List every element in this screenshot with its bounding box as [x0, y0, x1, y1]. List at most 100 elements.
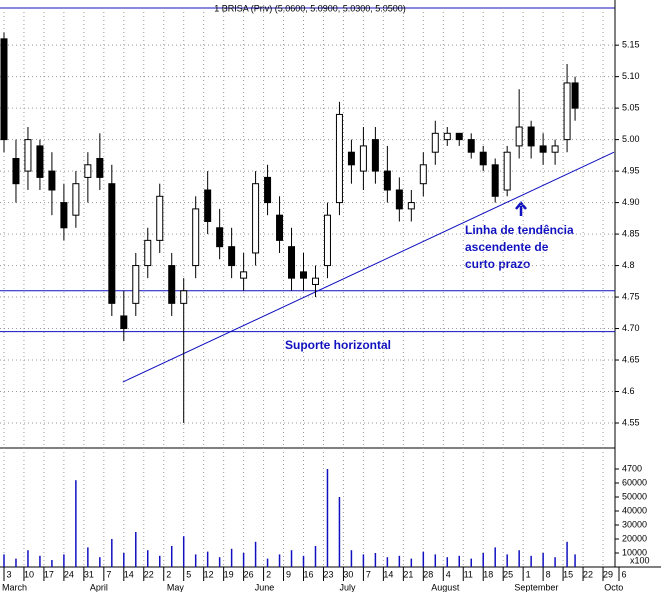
y-tick-label: 4.90 [622, 197, 640, 207]
x-tick-label: 16 [303, 569, 313, 579]
candle-body [264, 176, 272, 204]
y-tick-label: 4.55 [622, 417, 640, 427]
candle-body [571, 82, 579, 109]
volume-tick-label: 4700 [622, 463, 642, 473]
candle-body [192, 208, 200, 267]
candle-body [48, 170, 56, 191]
x-tick-label: 18 [483, 569, 493, 579]
candle-body [491, 164, 499, 197]
x-tick-label: 5 [186, 569, 191, 579]
month-label: September [514, 582, 558, 592]
candle-body [335, 113, 343, 204]
candle-body [311, 277, 319, 285]
candle-body [204, 189, 212, 222]
month-label: Octo [604, 582, 623, 592]
x-tick-label: 3 [6, 569, 11, 579]
x-tick-label: 22 [583, 569, 593, 579]
candle-body [168, 265, 176, 304]
trend-line [122, 151, 615, 383]
candle-body [347, 151, 355, 166]
annotation: ascendente de [465, 240, 549, 254]
y-tick-label: 4.95 [622, 165, 640, 175]
x-tick-label: 8 [546, 569, 551, 579]
candle-body [539, 145, 547, 153]
candle-body [144, 239, 152, 267]
candle-body [24, 139, 32, 172]
candle-body [72, 183, 80, 216]
volume-tick-label: 50000 [622, 491, 647, 501]
annotation: Suporte horizontal [285, 338, 391, 352]
x-tick-label: 28 [423, 569, 433, 579]
x-tick-label: 31 [84, 569, 94, 579]
candle-body [443, 132, 451, 141]
candle-body [120, 315, 128, 330]
month-label: May [167, 582, 185, 592]
candle-body [563, 82, 571, 141]
x-tick-label: 29 [603, 569, 613, 579]
volume-tick-label: 60000 [622, 477, 647, 487]
x-tick-label: 2 [166, 569, 171, 579]
volume-tick-label: 40000 [622, 505, 647, 515]
x-tick-label: 12 [204, 569, 214, 579]
x-tick-label: 1 [526, 569, 531, 579]
candle-body [395, 189, 403, 210]
x-tick-label: 10 [24, 569, 34, 579]
volume-unit: x100 [630, 555, 650, 565]
x-tick-label: 24 [64, 569, 74, 579]
candle-body [60, 202, 68, 229]
x-tick-label: 25 [503, 569, 513, 579]
x-tick-label: 11 [464, 569, 473, 579]
x-tick-label: 23 [323, 569, 333, 579]
x-tick-label: 17 [44, 569, 54, 579]
volume-tick-label: 20000 [622, 533, 647, 543]
volume-tick-label: 30000 [622, 519, 647, 529]
candle-body [0, 38, 8, 141]
x-tick-label: 21 [403, 569, 413, 579]
y-tick-label: 4.6 [622, 386, 635, 396]
x-tick-label: 15 [563, 569, 573, 579]
month-label: August [431, 582, 460, 592]
candle-body [503, 151, 511, 191]
candle-body [216, 227, 224, 248]
candle-body [515, 126, 523, 147]
candle-body [479, 151, 487, 166]
annotation: Linha de tendência [465, 223, 574, 237]
y-tick-label: 5.10 [622, 71, 640, 81]
x-tick-label: 14 [124, 569, 134, 579]
candle-body [84, 164, 92, 178]
candle-body [288, 246, 296, 279]
x-tick-label: 19 [224, 569, 234, 579]
candle-body [240, 271, 248, 279]
x-tick-label: 7 [366, 569, 371, 579]
candle-body [12, 158, 20, 185]
candle-body [108, 183, 116, 304]
x-tick-label: 2 [266, 569, 271, 579]
month-label: March [2, 582, 27, 592]
x-tick-label: 22 [144, 569, 154, 579]
x-tick-label: 26 [244, 569, 254, 579]
x-tick-label: 14 [383, 569, 393, 579]
candle-body [180, 290, 188, 304]
y-tick-label: 4.70 [622, 323, 640, 333]
x-tick-label: 6 [621, 569, 626, 579]
candle-body [323, 214, 331, 267]
candle-body [96, 158, 104, 178]
candle-body [228, 246, 236, 267]
y-tick-label: 4.65 [622, 354, 640, 364]
x-tick-label: 4 [446, 569, 451, 579]
volume-tick-label: 10000 [622, 547, 647, 557]
y-tick-label: 5.00 [622, 134, 640, 144]
x-tick-label: 9 [286, 569, 291, 579]
y-tick-label: 4.75 [622, 291, 640, 301]
candle-body [359, 145, 367, 172]
month-label: April [90, 582, 108, 592]
candle-body [276, 214, 284, 241]
candle-body [431, 132, 439, 153]
candle-body [300, 271, 308, 279]
candle-body [383, 170, 391, 191]
y-tick-label: 5.05 [622, 103, 640, 113]
candle-body [36, 145, 44, 178]
candle-body [467, 139, 475, 153]
